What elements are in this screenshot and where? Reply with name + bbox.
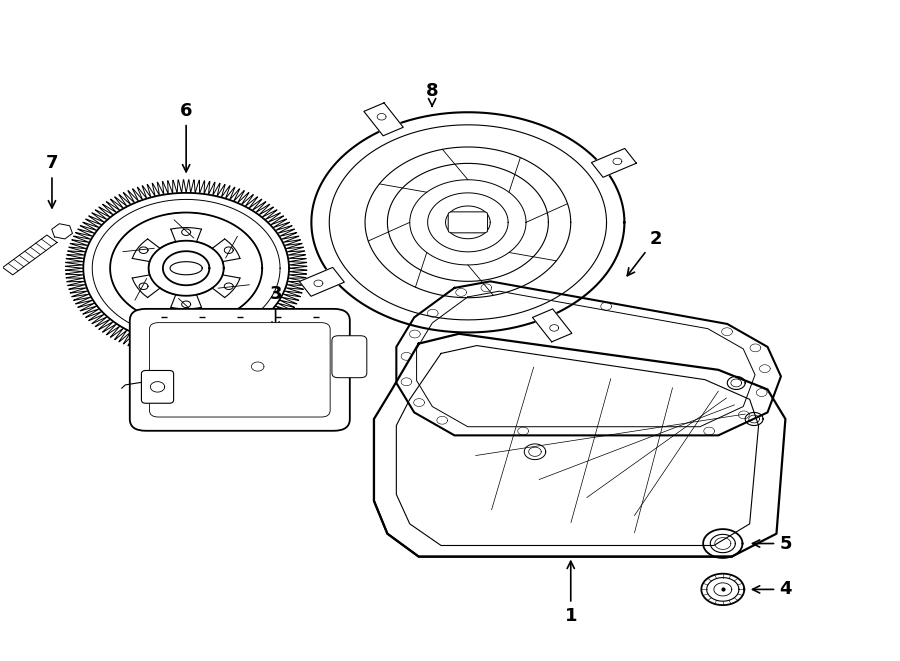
FancyBboxPatch shape (448, 212, 488, 233)
Text: 1: 1 (564, 561, 577, 625)
Polygon shape (51, 223, 73, 239)
Polygon shape (591, 149, 636, 177)
Polygon shape (300, 268, 345, 296)
FancyBboxPatch shape (130, 309, 350, 431)
Text: 6: 6 (180, 102, 193, 172)
Polygon shape (374, 334, 786, 557)
FancyBboxPatch shape (332, 336, 367, 377)
FancyBboxPatch shape (149, 323, 330, 417)
Polygon shape (364, 103, 403, 136)
Polygon shape (396, 282, 781, 436)
Text: 7: 7 (46, 155, 58, 208)
Text: 8: 8 (426, 82, 438, 106)
Polygon shape (3, 235, 57, 275)
FancyBboxPatch shape (141, 370, 174, 403)
Text: 5: 5 (752, 535, 792, 553)
Text: 4: 4 (752, 580, 792, 598)
Text: 2: 2 (627, 230, 662, 276)
Text: 3: 3 (269, 286, 282, 329)
Polygon shape (533, 309, 572, 342)
